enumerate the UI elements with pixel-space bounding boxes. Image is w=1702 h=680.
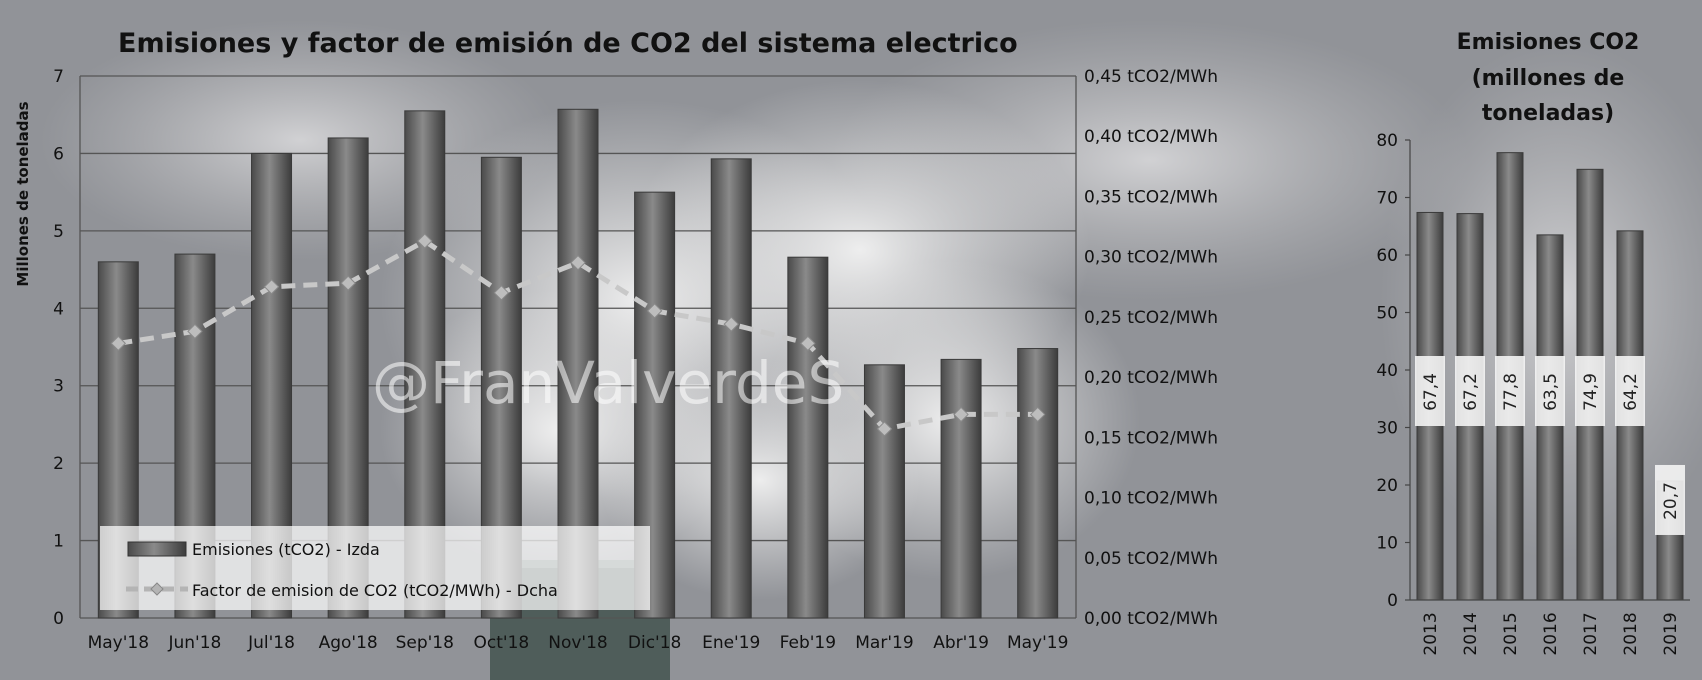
side-data-label: 67,4: [1421, 373, 1441, 411]
main-bar: [863, 364, 905, 619]
side-x-tick-label: 2013: [1421, 612, 1441, 655]
main-chart-axes: 0 1 2 3 4 5 6 7 0,00 tCO2/MWh 0,05 tCO2/MWh 0,10 t…: [53, 67, 1218, 653]
side-data-label-box: [1535, 356, 1565, 426]
main-x-tick-label: Mar'19: [855, 633, 913, 653]
main-factor-point: [493, 285, 510, 301]
legend-diamond-marker: [150, 582, 164, 596]
side-data-label: 20,7: [1661, 482, 1681, 520]
main-factor-point: [800, 335, 816, 352]
side-chart-bars: 67,4 67,2 77,8 63,5 74,9 64,2 20,7: [1415, 152, 1685, 601]
legend-box: [100, 526, 650, 610]
main-x-tick-label: Ene'19: [702, 633, 760, 653]
side-data-label: 77,8: [1501, 373, 1521, 411]
main-factor-point: [187, 323, 203, 340]
main-factor-point: [646, 303, 663, 319]
main-x-tick-label: Abr'19: [933, 633, 989, 653]
main-factor-point: [110, 335, 127, 352]
side-data-label: 67,2: [1461, 373, 1481, 411]
side-data-label-box: [1615, 356, 1645, 426]
side-data-label-box: [1495, 356, 1525, 426]
main-x-tick-label: Oct'18: [474, 633, 530, 653]
side-y-tick-label: 70: [1376, 189, 1398, 209]
legend: Emisiones (tCO2) - Izda Factor de emisio…: [100, 526, 650, 610]
side-chart-axes: 0 10 20 30 40 50 60 70 80 2013 2014 2015 2016 2017 201…: [1376, 131, 1690, 656]
main-y2-tick-label: 0,15 tCO2/MWh: [1084, 428, 1218, 448]
side-y-tick-label: 20: [1376, 476, 1398, 496]
main-y2-tick-label: 0,30 tCO2/MWh: [1084, 248, 1218, 268]
main-factor-point: [953, 406, 969, 423]
main-y-tick-label: 1: [53, 532, 64, 552]
main-bar: [1017, 348, 1059, 619]
side-data-label: 63,5: [1541, 373, 1561, 411]
main-factor-point: [1029, 406, 1046, 423]
main-x-tick-label: Dic'18: [628, 633, 681, 653]
main-y-tick-label: 3: [53, 377, 64, 397]
side-y-tick-label: 50: [1376, 304, 1398, 324]
main-bar: [787, 256, 829, 619]
main-bar: [940, 358, 982, 619]
main-factor-point: [876, 421, 893, 437]
main-x-tick-label: May'18: [88, 633, 149, 653]
main-factor-point: [570, 254, 586, 271]
side-x-tick-label: 2014: [1461, 612, 1481, 655]
legend-label-factor: Factor de emision de CO2 (tCO2/MWh) - Dc…: [192, 581, 558, 600]
main-y2-tick-label: 0,00 tCO2/MWh: [1084, 609, 1218, 629]
side-y-tick-label: 10: [1376, 534, 1398, 554]
main-y-tick-label: 4: [53, 299, 64, 319]
main-factor-point: [723, 316, 739, 332]
main-y2-tick-label: 0,20 tCO2/MWh: [1084, 368, 1218, 388]
main-chart-title: Emisiones y factor de emisión de CO2 del…: [118, 28, 1018, 59]
main-x-tick-label: Sep'18: [396, 633, 454, 653]
side-y-tick-label: 40: [1376, 361, 1398, 381]
side-x-tick-label: 2015: [1501, 612, 1521, 655]
side-x-tick-label: 2019: [1661, 612, 1681, 655]
main-chart-ylabel: Millones de toneladas: [14, 101, 32, 286]
main-factor-point: [417, 233, 433, 249]
main-chart-factor-line: [110, 233, 1046, 437]
side-x-tick-label: 2017: [1581, 612, 1601, 655]
main-y2-tick-label: 0,05 tCO2/MWh: [1084, 549, 1218, 569]
legend-label-emisiones: Emisiones (tCO2) - Izda: [192, 540, 380, 559]
side-y-tick-label: 60: [1376, 246, 1398, 266]
main-factor-point: [340, 275, 356, 291]
side-data-label-box: [1415, 356, 1445, 426]
main-y2-tick-label: 0,40 tCO2/MWh: [1084, 127, 1218, 147]
side-x-tick-label: 2016: [1541, 612, 1561, 655]
main-y-tick-label: 2: [53, 454, 64, 474]
side-y-tick-label: 0: [1387, 591, 1398, 611]
side-chart-title-line3: toneladas): [1482, 101, 1614, 126]
side-data-label-box: [1455, 356, 1485, 426]
side-chart-title-line2: (millones de: [1472, 66, 1625, 91]
main-y-tick-label: 6: [53, 144, 64, 164]
side-x-tick-label: 2018: [1621, 612, 1641, 655]
main-x-tick-label: Ago'18: [319, 633, 378, 653]
side-y-tick-label: 80: [1376, 131, 1398, 151]
main-x-tick-label: Nov'18: [548, 633, 607, 653]
main-x-tick-label: Jun'18: [167, 633, 221, 653]
side-y-tick-label: 30: [1376, 419, 1398, 439]
main-bar: [710, 158, 752, 619]
side-chart-title-line1: Emisiones CO2: [1457, 30, 1640, 55]
main-y2-tick-label: 0,35 tCO2/MWh: [1084, 187, 1218, 207]
main-y-tick-label: 0: [53, 609, 64, 629]
main-y-tick-label: 5: [53, 222, 64, 242]
main-y2-tick-label: 0,25 tCO2/MWh: [1084, 308, 1218, 328]
watermark: @FranValverdeS: [372, 349, 844, 417]
side-data-label: 64,2: [1621, 373, 1641, 411]
main-x-tick-label: Jul'18: [247, 633, 295, 653]
main-factor-point: [263, 279, 280, 295]
side-data-label: 74,9: [1581, 373, 1601, 411]
main-x-tick-label: Feb'19: [780, 633, 836, 653]
main-x-tick-label: May'19: [1007, 633, 1068, 653]
legend-bar-swatch: [127, 541, 187, 557]
main-y2-tick-label: 0,10 tCO2/MWh: [1084, 489, 1218, 509]
side-data-label-box: [1575, 356, 1605, 426]
main-y-tick-label: 7: [53, 67, 64, 87]
main-y2-tick-label: 0,45 tCO2/MWh: [1084, 67, 1218, 87]
side-data-label-box: [1655, 464, 1685, 535]
